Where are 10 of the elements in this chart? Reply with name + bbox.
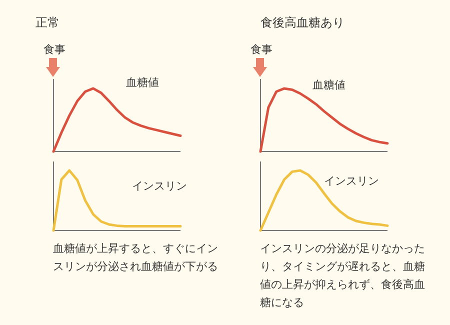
- series-label: 血糖値: [312, 78, 346, 92]
- text: インスリンの分泌が足りなかったり、タイミングが遅れると、血糖値の上昇が抑えられず、食後高血糖になる: [260, 241, 425, 311]
- chart-title: 正常: [36, 15, 60, 30]
- text: 血糖値が上昇すると、すぐにインスリンが分泌され血糖値が下がる: [53, 241, 218, 275]
- text: 食事: [250, 43, 272, 56]
- text: 食事: [44, 43, 66, 56]
- text: インスリン: [132, 180, 188, 193]
- series-label: 血糖値: [126, 76, 159, 90]
- series-label: インスリン: [324, 174, 379, 188]
- chart-title: 食後高血糖あり: [260, 15, 344, 30]
